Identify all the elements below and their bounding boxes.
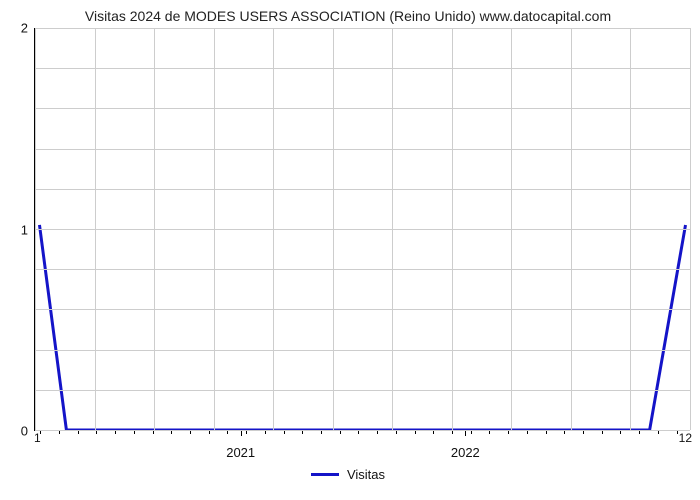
x-end-right-label: 12 [679, 431, 692, 445]
x-tick-label: 2021 [226, 445, 255, 460]
gridline-horizontal [35, 390, 690, 391]
gridline-vertical [452, 28, 453, 430]
chart-title: Visitas 2024 de MODES USERS ASSOCIATION … [6, 8, 690, 24]
gridline-vertical [571, 28, 572, 430]
x-tick-minor [527, 431, 528, 434]
gridline-horizontal [35, 28, 690, 29]
x-tick-minor [508, 431, 509, 434]
legend: Visitas [6, 467, 690, 482]
x-tick-minor [171, 431, 172, 434]
x-tick-minor [321, 431, 322, 434]
legend-label: Visitas [347, 467, 385, 482]
x-tick-minor [153, 431, 154, 434]
x-axis: 1 12 20212022 [34, 431, 690, 465]
x-tick-minor [639, 431, 640, 434]
x-tick-minor [358, 431, 359, 434]
gridline-horizontal [35, 269, 690, 270]
y-axis: 012 [6, 28, 34, 431]
x-tick-minor [396, 431, 397, 434]
x-tick-mark [465, 431, 466, 436]
chart-container: Visitas 2024 de MODES USERS ASSOCIATION … [0, 0, 700, 500]
x-tick-minor [377, 431, 378, 434]
y-tick-label: 1 [21, 222, 28, 237]
x-tick-minor [246, 431, 247, 434]
x-tick-minor [134, 431, 135, 434]
x-tick-minor [284, 431, 285, 434]
x-tick-minor [489, 431, 490, 434]
x-tick-minor [340, 431, 341, 434]
x-tick-minor [658, 431, 659, 434]
x-tick-minor [471, 431, 472, 434]
gridline-horizontal [35, 309, 690, 310]
x-tick-mark [241, 431, 242, 436]
y-tick-label: 0 [21, 424, 28, 439]
gridline-vertical [392, 28, 393, 430]
x-tick-minor [59, 431, 60, 434]
x-tick-minor [265, 431, 266, 434]
x-tick-minor [302, 431, 303, 434]
x-tick-minor [227, 431, 228, 434]
x-tick-minor [96, 431, 97, 434]
x-tick-minor [190, 431, 191, 434]
gridline-horizontal [35, 350, 690, 351]
gridline-vertical [630, 28, 631, 430]
plot-row: 012 [6, 28, 690, 431]
gridline-vertical [333, 28, 334, 430]
gridline-horizontal [35, 229, 690, 230]
x-row: 1 12 20212022 [6, 431, 690, 465]
x-tick-minor [620, 431, 621, 434]
x-tick-minor [546, 431, 547, 434]
x-tick-minor [452, 431, 453, 434]
series-line [39, 225, 685, 430]
legend-swatch [311, 473, 339, 476]
x-tick-minor [115, 431, 116, 434]
x-tick-minor [564, 431, 565, 434]
gridline-vertical [690, 28, 691, 430]
plot-area [34, 28, 690, 431]
x-tick-minor [677, 431, 678, 434]
gridline-horizontal [35, 68, 690, 69]
gridline-horizontal [35, 108, 690, 109]
gridline-vertical [95, 28, 96, 430]
gridline-vertical [35, 28, 36, 430]
gridline-vertical [273, 28, 274, 430]
x-tick-minor [40, 431, 41, 434]
x-tick-minor [415, 431, 416, 434]
gridline-vertical [214, 28, 215, 430]
gridline-vertical [511, 28, 512, 430]
y-tick-label: 2 [21, 21, 28, 36]
x-tick-minor [433, 431, 434, 434]
x-tick-label: 2022 [451, 445, 480, 460]
x-tick-minor [583, 431, 584, 434]
x-tick-minor [78, 431, 79, 434]
gridline-horizontal [35, 149, 690, 150]
gridline-vertical [154, 28, 155, 430]
x-tick-minor [209, 431, 210, 434]
gridline-horizontal [35, 189, 690, 190]
x-tick-minor [602, 431, 603, 434]
